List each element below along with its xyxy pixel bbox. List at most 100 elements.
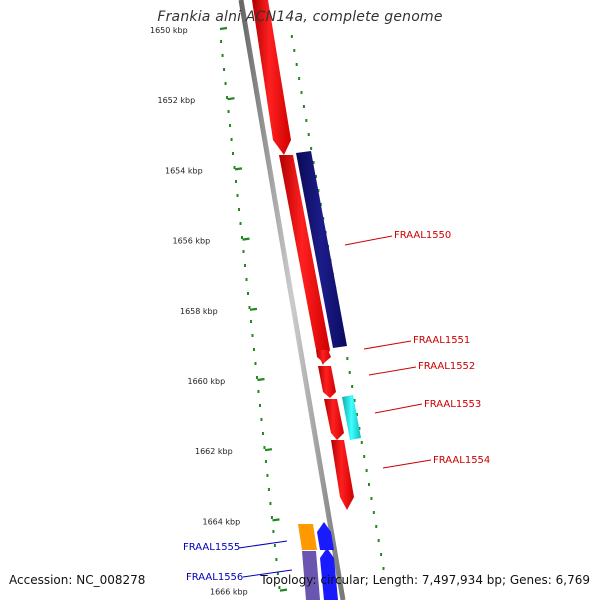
axis-minor-tick	[249, 320, 252, 323]
gene-label-fraal1552[interactable]: FRAAL1552	[418, 361, 475, 372]
leader-line-fraal1551	[363, 340, 412, 350]
outer-track-dot	[346, 357, 349, 360]
axis-minor-tick	[248, 306, 251, 309]
leader-line-fraal1550	[344, 235, 393, 246]
axis-minor-tick	[258, 404, 261, 407]
axis-tick-mark	[219, 26, 228, 31]
outer-track-dot	[314, 175, 317, 178]
outer-track-dot	[358, 427, 361, 430]
axis-minor-tick	[238, 208, 241, 211]
outer-track-dot	[300, 91, 303, 94]
axis-minor-tick	[220, 40, 223, 43]
axis-minor-tick	[245, 278, 248, 281]
axis-minor-tick	[261, 432, 264, 435]
axis-minor-tick	[241, 236, 244, 239]
axis-tick-label: 1650 kbp	[150, 26, 188, 35]
gene-label-fraal1551[interactable]: FRAAL1551	[413, 335, 470, 346]
axis-minor-tick	[244, 264, 246, 267]
axis-tick-mark	[249, 307, 258, 311]
gene-arrow-fraal1550[interactable]	[296, 151, 347, 348]
axis-tick-label: 1652 kbp	[158, 96, 196, 105]
axis-minor-tick	[266, 474, 269, 477]
axis-minor-tick	[227, 110, 230, 113]
gene-arrow-fraal1553[interactable]	[342, 395, 361, 440]
gene-label-fraal1553[interactable]: FRAAL1553	[424, 399, 481, 410]
gene-arrow-upstream[interactable]	[252, 0, 291, 155]
axis-tick-mark	[279, 588, 288, 592]
outer-track-dot	[370, 497, 373, 500]
outer-track-dot	[355, 413, 358, 416]
axis-minor-tick	[254, 362, 257, 365]
axis-minor-tick	[235, 180, 238, 183]
axis-minor-tick	[275, 558, 278, 561]
outer-track-dot	[380, 553, 383, 556]
gene-label-fraal1556[interactable]: FRAAL1556	[186, 572, 243, 583]
bottom-cluster	[298, 522, 338, 600]
axis-minor-tick	[221, 54, 224, 57]
axis-tick-mark	[234, 167, 243, 171]
gene-arrow-fraal1549[interactable]	[279, 155, 330, 365]
axis-tick-label: 1658 kbp	[180, 307, 218, 316]
leader-line-fraal1553	[374, 403, 423, 414]
axis-minor-tick	[230, 138, 233, 141]
outer-track-dot	[305, 119, 308, 122]
gene-arrow-fraal1556-lower[interactable]	[320, 548, 338, 600]
outer-track-dot	[372, 511, 375, 514]
leader-line-fraal1554	[382, 459, 432, 469]
outer-track-dot	[302, 105, 305, 108]
gene-label-fraal1554[interactable]: FRAAL1554	[433, 455, 490, 466]
axis-minor-tick	[229, 124, 232, 127]
gene-arrow-fraal1554[interactable]	[331, 440, 354, 510]
axis-minor-tick	[264, 460, 267, 463]
axis-dots	[220, 40, 281, 589]
gene-arrow-fraal1552[interactable]	[318, 366, 336, 398]
gene-arrow-fraal1552b[interactable]	[324, 399, 344, 440]
axis-tick-label: 1664 kbp	[203, 517, 241, 526]
axis-minor-tick	[260, 418, 263, 421]
gene-arrow-fraal1556[interactable]	[317, 522, 334, 550]
axis-minor-tick	[239, 222, 242, 225]
leader-line-fraal1552	[368, 366, 417, 376]
axis-minor-tick	[223, 68, 226, 71]
axis-tick-mark	[257, 377, 265, 382]
axis-tick-label: 1660 kbp	[188, 377, 226, 386]
axis-minor-tick	[278, 586, 281, 589]
outer-track-dot	[368, 483, 371, 486]
axis-minor-tick	[252, 348, 255, 351]
gene-block-fraal1555[interactable]	[298, 524, 317, 550]
outer-track-dot	[348, 371, 351, 374]
accession-text: Accession: NC_008278	[9, 573, 146, 587]
axis-tick-label: 1656 kbp	[173, 237, 211, 246]
axis-minor-tick	[269, 502, 272, 505]
gene-label-fraal1550[interactable]: FRAAL1550	[394, 230, 451, 241]
axis-tick-label: 1666 kbp	[210, 588, 248, 597]
axis-minor-tick	[233, 166, 236, 169]
axis-minor-tick	[255, 376, 258, 379]
outer-track-dot	[290, 35, 293, 38]
gene-label-fraal1555[interactable]: FRAAL1555	[183, 542, 240, 553]
axis-minor-tick	[273, 544, 276, 547]
axis-minor-tick	[251, 334, 254, 337]
outer-track-dot	[365, 469, 368, 472]
axis-minor-tick	[270, 516, 273, 519]
axis-tick-label: 1654 kbp	[165, 166, 203, 175]
axis-minor-tick	[236, 194, 239, 197]
outer-track-dot	[293, 49, 296, 52]
axis-minor-tick	[232, 152, 235, 155]
outer-track-dot	[382, 567, 385, 570]
axis-tick-mark	[227, 97, 235, 101]
outer-track-dot	[317, 189, 320, 192]
leader-line-fraal1556	[242, 569, 293, 578]
gene-arrow-fraal1551[interactable]	[316, 350, 331, 363]
axis-minor-tick	[263, 446, 266, 449]
outer-track-dot	[312, 161, 315, 164]
axis-minor-tick	[246, 292, 249, 295]
outer-track-dot	[375, 525, 378, 528]
outer-track-dot	[377, 539, 380, 542]
axis-minor-tick	[272, 530, 275, 533]
axis-minor-tick	[242, 250, 245, 253]
genome-summary-text: Topology: circular; Length: 7,497,934 bp…	[260, 573, 590, 587]
outer-track-dot	[298, 77, 301, 80]
gene-block-fraal1555-lower[interactable]	[302, 551, 320, 600]
